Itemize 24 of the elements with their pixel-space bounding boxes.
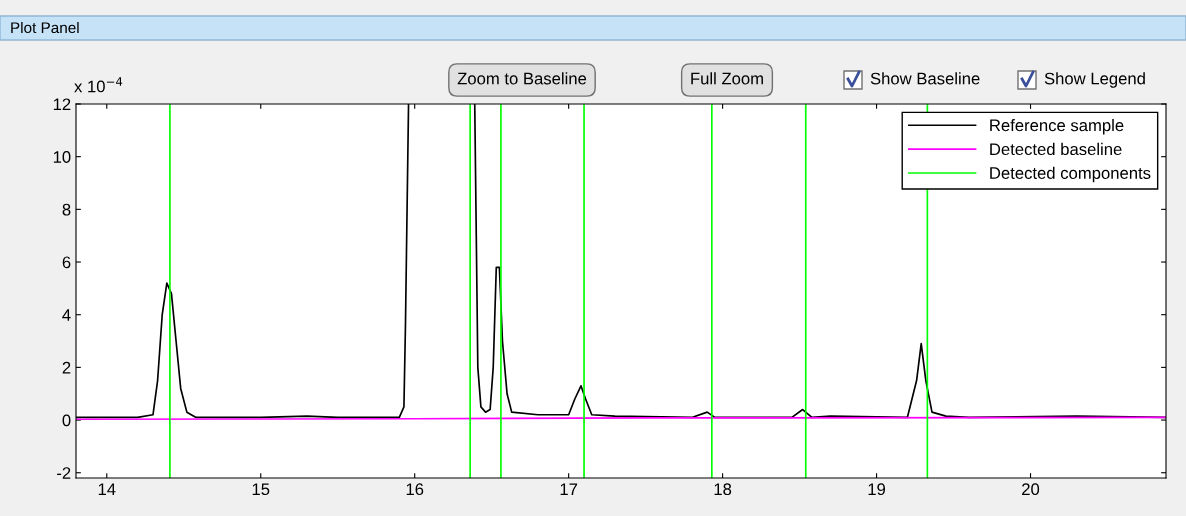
y-tick-label: 4: [62, 309, 71, 321]
legend-label: Reference sample: [990, 119, 1124, 135]
y-tick-label: 10: [53, 151, 71, 163]
y-tick-label: 2: [62, 361, 71, 374]
y-tick-label: 6: [62, 256, 71, 269]
text: x 10$^{−4}$: [74, 77, 123, 93]
y-tick-label: 8: [62, 203, 71, 216]
y-tick-label: 12: [53, 98, 71, 111]
text: Show Baseline: [870, 72, 980, 85]
chart-title: Plot Panel: [11, 21, 79, 34]
y-tick-label: -2: [57, 467, 71, 479]
x-tick-label: 17: [560, 483, 578, 495]
x-tick-label: 19: [868, 483, 886, 496]
text: Full Zoom: [691, 72, 763, 85]
x-tick-label: 14: [98, 483, 116, 495]
legend-label: Detected baseline: [990, 142, 1122, 156]
text: Show Legend: [1044, 72, 1145, 88]
x-tick-label: 18: [714, 483, 732, 496]
legend-label: Detected components: [990, 166, 1151, 183]
x-tick-label: 15: [252, 483, 270, 496]
x-tick-label: 20: [1022, 483, 1040, 496]
text: Zoom to Baseline: [457, 72, 587, 85]
y-tick-label: 0: [62, 414, 71, 427]
x-tick-label: 16: [406, 483, 424, 496]
